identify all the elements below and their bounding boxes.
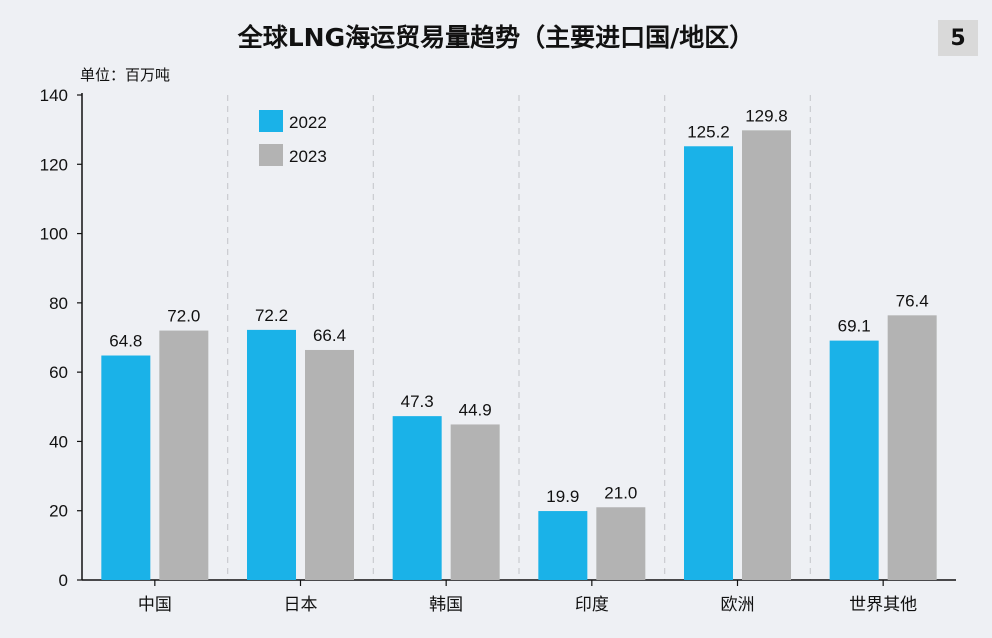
- x-tick-label: 韩国: [429, 595, 463, 615]
- data-label: 19.9: [546, 487, 579, 506]
- data-label: 64.8: [109, 332, 142, 351]
- y-tick-label: 60: [49, 363, 68, 382]
- legend-swatch-2022: [259, 110, 283, 132]
- bar-2022: [101, 355, 151, 580]
- y-tick-label: 0: [59, 571, 68, 590]
- page-number-badge: 5: [938, 20, 978, 56]
- x-tick-label: 中国: [138, 595, 172, 615]
- bar-2023: [887, 315, 937, 580]
- y-tick-label: 120: [40, 155, 68, 174]
- data-label: 76.4: [896, 291, 929, 310]
- data-label: 47.3: [401, 392, 434, 411]
- data-label: 129.8: [745, 106, 788, 125]
- x-tick-label: 欧洲: [721, 595, 755, 615]
- legend-swatch-2023: [259, 144, 283, 166]
- x-tick-label: 印度: [575, 595, 609, 615]
- bar-2023: [450, 424, 500, 580]
- bar-2022: [829, 340, 879, 580]
- y-tick-label: 40: [49, 432, 68, 451]
- data-label: 125.2: [687, 122, 730, 141]
- y-tick-label: 80: [49, 294, 68, 313]
- legend-label: 2022: [289, 113, 327, 132]
- data-label: 66.4: [313, 326, 346, 345]
- data-label: 44.9: [459, 400, 492, 419]
- y-tick-label: 140: [40, 86, 68, 105]
- bar-2022: [247, 329, 296, 580]
- y-tick-label: 100: [40, 225, 68, 244]
- bar-2023: [305, 349, 354, 580]
- bar-2023: [159, 330, 209, 580]
- legend-label: 2023: [289, 147, 327, 166]
- bar-2023: [742, 130, 791, 581]
- data-label: 21.0: [604, 483, 637, 502]
- chart-title: 全球LNG海运贸易量趋势（主要进口国/地区）: [237, 23, 755, 52]
- bar-2022: [392, 416, 442, 580]
- data-label: 72.0: [167, 307, 200, 326]
- y-tick-label: 20: [49, 502, 68, 521]
- x-tick-label: 世界其他: [849, 595, 917, 615]
- data-label: 69.1: [838, 317, 871, 336]
- bar-2022: [684, 146, 733, 580]
- bar-2023: [596, 507, 646, 580]
- data-label: 72.2: [255, 306, 288, 325]
- unit-label: 单位：百万吨: [80, 66, 171, 84]
- bar-2022: [538, 511, 588, 580]
- x-tick-label: 日本: [284, 595, 318, 615]
